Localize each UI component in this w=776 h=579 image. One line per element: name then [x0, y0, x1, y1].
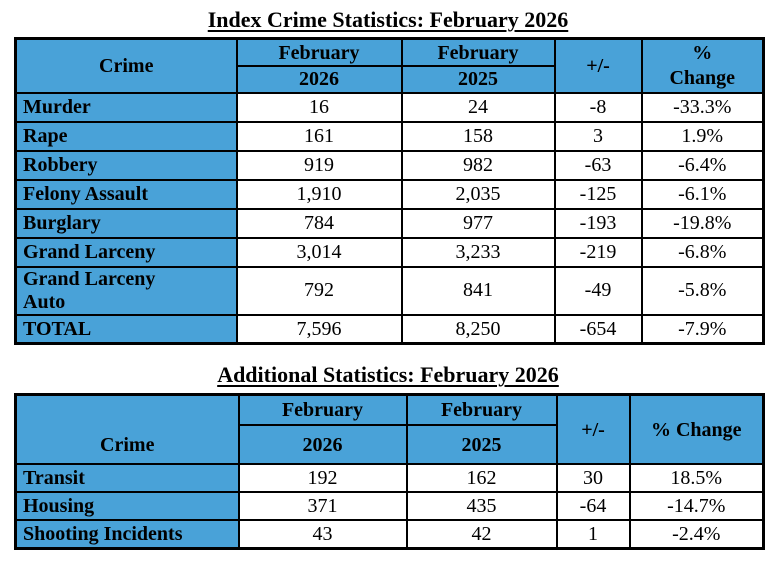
feb-2026-value-cell: 16	[235, 91, 403, 123]
column-header-crime: Crime	[14, 37, 238, 94]
plus-minus-value-cell: -8	[553, 91, 643, 123]
feb-2026-value-cell: 3,014	[235, 236, 403, 268]
header-row-1: Crime February February +/- % Change	[14, 393, 765, 466]
table-row-transit: Transit 192 162 30 18.5%	[14, 463, 765, 494]
feb-2026-value-cell: 7,596	[235, 313, 403, 345]
feb-2026-value-cell: 371	[237, 491, 408, 522]
plus-minus-value-cell: -654	[553, 313, 643, 345]
feb-2025-value-cell: 3,233	[400, 236, 556, 268]
table-row-grand-larceny: Grand Larceny 3,014 3,233 -219 -6.8%	[14, 236, 765, 268]
plus-minus-value-cell: -125	[553, 178, 643, 210]
pct-change-value-cell: -19.8%	[640, 207, 765, 239]
pct-change-value-cell: -6.8%	[640, 236, 765, 268]
table-row-grand-larceny-auto: Grand Larceny Auto 792 841 -49 -5.8%	[14, 265, 765, 316]
feb-2026-value-cell: 161	[235, 120, 403, 152]
page-title-index: Index Crime Statistics: February 2026	[0, 7, 776, 33]
pct-change-value-cell: -5.8%	[640, 265, 765, 316]
plus-minus-value-cell: -49	[553, 265, 643, 316]
crime-name-cell: Grand Larceny Auto	[14, 265, 238, 316]
plus-minus-value-cell: -64	[555, 491, 631, 522]
column-header-february-2025-month: February	[405, 393, 558, 427]
table-row-housing: Housing 371 435 -64 -14.7%	[14, 491, 765, 522]
column-header-february-2025-month: February	[400, 37, 556, 67]
feb-2025-value-cell: 162	[405, 463, 558, 494]
pct-change-value-cell: 1.9%	[640, 120, 765, 152]
plus-minus-value-cell: 1	[555, 519, 631, 550]
crime-name-cell: Rape	[14, 120, 238, 152]
feb-2025-value-cell: 977	[400, 207, 556, 239]
feb-2025-value-cell: 158	[400, 120, 556, 152]
plus-minus-value-cell: -193	[553, 207, 643, 239]
column-header-february-2026-month: February	[237, 393, 408, 427]
column-header-year-2025: 2025	[405, 424, 558, 466]
crime-name-cell: Murder	[14, 91, 238, 123]
pct-change-value-cell: -14.7%	[628, 491, 765, 522]
feb-2025-value-cell: 2,035	[400, 178, 556, 210]
header-row-2: 2026 2025	[16, 64, 764, 94]
crime-name-cell: TOTAL	[14, 313, 238, 345]
table-row-shooting-incidents: Shooting Incidents 43 42 1 -2.4%	[14, 519, 765, 550]
column-header-year-2025: 2025	[400, 64, 556, 94]
column-header-plus-minus: +/-	[555, 393, 631, 466]
pct-change-header-line1: %	[692, 42, 713, 65]
column-header-pct-change: % Change	[628, 393, 765, 466]
feb-2025-value-cell: 841	[400, 265, 556, 316]
table-row-burglary: Burglary 784 977 -193 -19.8%	[14, 207, 765, 239]
feb-2025-value-cell: 435	[405, 491, 558, 522]
column-header-plus-minus: +/-	[553, 37, 643, 94]
pct-change-header-line2: Change	[669, 67, 736, 90]
crime-name-cell: Grand Larceny	[14, 236, 238, 268]
index-crime-table: Crime February February +/- % Change 202…	[14, 37, 765, 346]
crime-name-cell: Housing	[14, 491, 240, 522]
table-row-felony-assault: Felony Assault 1,910 2,035 -125 -6.1%	[14, 178, 765, 210]
page-title-index-text: Index Crime Statistics: February 2026	[207, 7, 569, 32]
column-header-crime: Crime	[14, 393, 240, 466]
feb-2025-value-cell: 24	[400, 91, 556, 123]
pct-change-value-cell: -6.4%	[640, 149, 765, 181]
column-header-year-2026: 2026	[235, 64, 403, 94]
crime-name-cell: Burglary	[14, 207, 238, 239]
feb-2026-value-cell: 192	[237, 463, 408, 494]
feb-2026-value-cell: 1,910	[235, 178, 403, 210]
column-header-year-2026: 2026	[237, 424, 408, 466]
plus-minus-value-cell: -63	[553, 149, 643, 181]
pct-change-value-cell: -33.3%	[640, 91, 765, 123]
table-row-murder: Murder 16 24 -8 -33.3%	[14, 91, 765, 123]
feb-2025-value-cell: 8,250	[400, 313, 556, 345]
column-header-february-2026-month: February	[235, 37, 403, 67]
plus-minus-value-cell: 3	[553, 120, 643, 152]
pct-change-value-cell: -2.4%	[628, 519, 765, 550]
crime-name-cell: Shooting Incidents	[14, 519, 240, 550]
crime-name-cell: Felony Assault	[14, 178, 238, 210]
crime-name-cell: Transit	[14, 463, 240, 494]
pct-change-value-cell: -7.9%	[640, 313, 765, 345]
feb-2026-value-cell: 792	[235, 265, 403, 316]
page-title-additional: Additional Statistics: February 2026	[0, 362, 776, 388]
plus-minus-value-cell: -219	[553, 236, 643, 268]
table-row-total: TOTAL 7,596 8,250 -654 -7.9%	[14, 313, 765, 345]
additional-stats-table: Crime February February +/- % Change 202…	[14, 392, 765, 550]
feb-2026-value-cell: 784	[235, 207, 403, 239]
feb-2026-value-cell: 919	[235, 149, 403, 181]
crime-name-text: Grand Larceny Auto	[23, 267, 156, 313]
page-title-additional-text: Additional Statistics: February 2026	[217, 362, 559, 388]
feb-2025-value-cell: 42	[405, 519, 558, 550]
header-row-2: 2026 2025	[16, 424, 764, 466]
feb-2025-value-cell: 982	[400, 149, 556, 181]
table-row-rape: Rape 161 158 3 1.9%	[14, 120, 765, 152]
pct-change-value-cell: -6.1%	[640, 178, 765, 210]
header-row-1: Crime February February +/- % Change	[14, 37, 765, 94]
plus-minus-value-cell: 30	[555, 463, 631, 494]
crime-name-cell: Robbery	[14, 149, 238, 181]
feb-2026-value-cell: 43	[237, 519, 408, 550]
pct-change-value-cell: 18.5%	[628, 463, 765, 494]
table-row-robbery: Robbery 919 982 -63 -6.4%	[14, 149, 765, 181]
column-header-pct-change: % Change	[640, 37, 765, 94]
